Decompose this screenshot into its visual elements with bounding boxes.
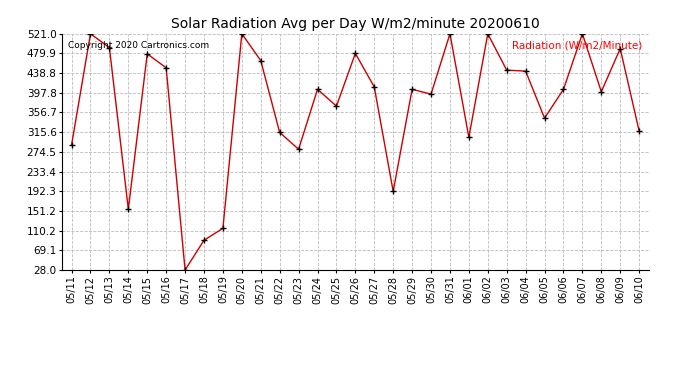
Text: Radiation (W/m2/Minute): Radiation (W/m2/Minute) [513,41,642,51]
Title: Solar Radiation Avg per Day W/m2/minute 20200610: Solar Radiation Avg per Day W/m2/minute … [171,17,540,31]
Text: Copyright 2020 Cartronics.com: Copyright 2020 Cartronics.com [68,41,209,50]
